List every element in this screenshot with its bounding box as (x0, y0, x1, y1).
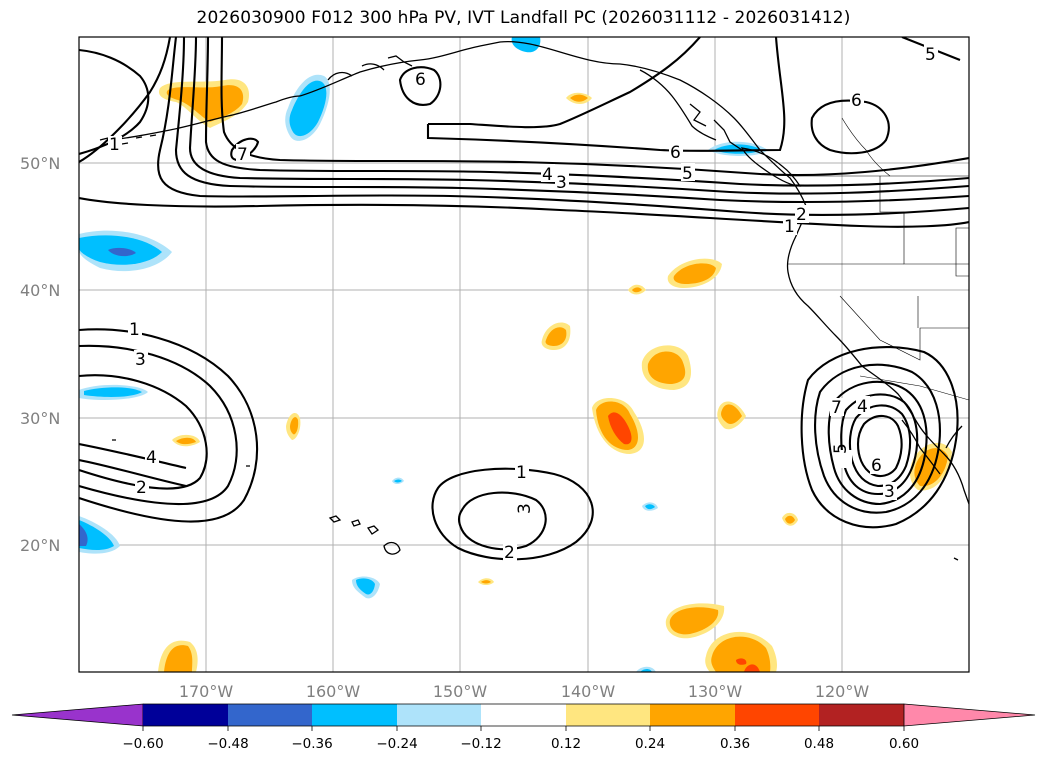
colorbar-bin (566, 704, 650, 726)
pv-contour (79, 196, 969, 228)
map-frame (78, 36, 970, 673)
pv-contour (79, 37, 969, 217)
colorbar-bin (397, 704, 481, 726)
colorbar-tick-label: 0.12 (551, 736, 581, 752)
contour-label: 1 (109, 135, 120, 155)
lon-label: 170°W (179, 682, 234, 701)
contour-label: 3 (515, 503, 535, 514)
map-area (79, 37, 969, 672)
contour-label: 1 (516, 463, 527, 483)
contour-label: 1 (129, 320, 140, 340)
lon-label: 120°W (815, 682, 870, 701)
colorbar-bin (312, 704, 397, 726)
contour-label: 7 (237, 145, 248, 165)
contour-label: 5 (925, 45, 936, 65)
colorbar-bin (650, 704, 735, 726)
colorbar-tick-label: 0.48 (804, 736, 834, 752)
pv-contour (79, 442, 187, 470)
colorbar-tick-label: −0.48 (207, 736, 248, 752)
pv-contour (79, 328, 259, 523)
contour-label: 2 (504, 543, 515, 563)
colorbar-bin (481, 704, 566, 726)
contour-label: 5 (682, 164, 693, 184)
pv-contour (398, 66, 442, 106)
lat-label: 30°N (20, 409, 60, 428)
pv-contour (814, 363, 941, 514)
pv-shading (79, 37, 952, 672)
contour-label: 2 (136, 478, 147, 498)
pv-contour (457, 491, 547, 551)
colorbar-tick-label: −0.36 (291, 736, 332, 752)
colorbar-bin (735, 704, 819, 726)
colorbar-tick-label: 0.36 (720, 736, 750, 752)
contour-label: 1 (784, 217, 795, 237)
contour-label: 6 (670, 143, 681, 163)
contour-label: 4 (857, 397, 868, 417)
colorbar-tick-label: −0.12 (460, 736, 501, 752)
pv-contour (79, 344, 238, 505)
lon-label: 150°W (433, 682, 488, 701)
coastlines (99, 40, 969, 561)
colorbar-extend-low (11, 703, 144, 727)
pv-contour (188, 37, 969, 195)
pv-contour (220, 37, 969, 177)
pv-contour (431, 467, 594, 561)
pv-contour (230, 137, 260, 162)
pv-positive-anomaly (166, 85, 244, 122)
pv-contour (79, 374, 208, 490)
lat-label: 50°N (20, 154, 60, 173)
pv-contour (426, 37, 786, 152)
lon-label: 130°W (688, 682, 743, 701)
contour-label: 6 (851, 91, 862, 111)
lon-label: 160°W (306, 682, 361, 701)
contour-labels: 1 7 4 3 5 6 6 6 5 2 1 1 3 4 (108, 44, 938, 563)
lon-label: 140°W (561, 682, 616, 701)
contour-label: 6 (415, 70, 426, 90)
pv-contour (856, 414, 903, 478)
map-title: 2026030900 F012 300 hPa PV, IVT Landfall… (196, 8, 851, 28)
contour-label: 4 (146, 448, 157, 468)
contour-label: 5 (831, 443, 851, 454)
lat-label: 40°N (20, 281, 60, 300)
pv-contour (827, 380, 928, 506)
lat-label: 20°N (20, 536, 60, 555)
colorbar-tick-label: −0.24 (376, 736, 417, 752)
colorbar: −0.60 −0.48 −0.36 −0.24 −0.12 0.12 0.24 … (11, 703, 1036, 752)
latitude-labels: 50°N 40°N 30°N 20°N (20, 154, 60, 555)
colorbar-tick-label: 0.60 (889, 736, 919, 752)
pv-contours (79, 37, 969, 561)
contour-label: 4 (542, 165, 553, 185)
colorbar-tick-label: 0.24 (635, 736, 665, 752)
contour-label: 2 (796, 205, 807, 225)
colorbar-extend-high (903, 703, 1036, 727)
pv-contour (79, 458, 187, 488)
colorbar-bin (143, 704, 228, 726)
longitude-labels: 170°W 160°W 150°W 140°W 130°W 120°W (179, 682, 870, 701)
pv-contour (800, 346, 959, 529)
colorbar-tick-label: −0.60 (122, 736, 163, 752)
contour-label: 7 (831, 398, 842, 418)
pv-contour (174, 37, 969, 204)
pv-contour (204, 37, 969, 187)
borders (788, 117, 969, 401)
contour-label: 6 (871, 456, 882, 476)
colorbar-bin (228, 704, 312, 726)
pv-negative-anomaly (289, 80, 327, 137)
contour-label: 3 (135, 350, 146, 370)
colorbar-bin (819, 704, 904, 726)
pv-contour (810, 99, 890, 155)
pv-negative-anomaly (511, 37, 541, 53)
contour-label: 3 (884, 482, 895, 502)
contour-label: 3 (556, 173, 567, 193)
